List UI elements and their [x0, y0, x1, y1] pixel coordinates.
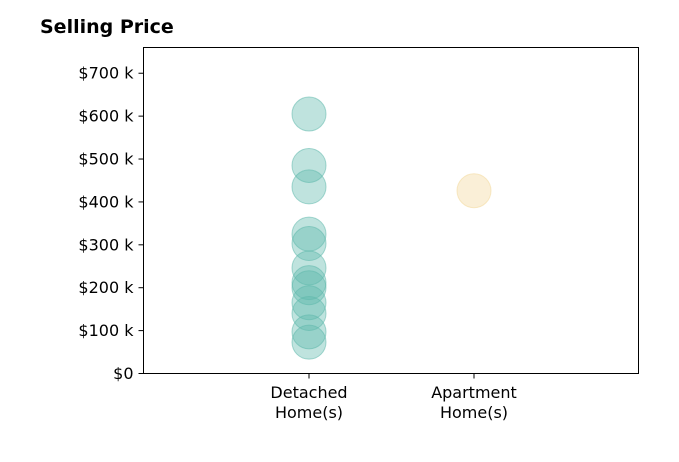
x-axis: Detached Home(s) Apartment Home(s): [270, 373, 517, 422]
y-tick-label: $700 k: [78, 64, 134, 83]
data-point: [291, 147, 327, 183]
plot-frame: [143, 47, 639, 374]
y-tick-label: $300 k: [78, 235, 134, 254]
x-tick-label: Apartment Home(s): [431, 383, 517, 422]
chart-title: Selling Price: [40, 16, 174, 38]
data-point: [291, 295, 327, 331]
y-tick-label: $200 k: [78, 278, 134, 297]
y-tick-label: $0: [113, 364, 133, 383]
data-point: [291, 265, 327, 301]
data-points: [291, 96, 492, 360]
data-point: [291, 285, 327, 321]
y-tick-label: $400 k: [78, 192, 134, 211]
data-point: [456, 173, 492, 209]
x-tick-label: Detached Home(s): [270, 383, 347, 422]
y-axis: $0 $100 k $200 k $300 k $400 k $500 k $600 k $7…: [78, 64, 144, 383]
data-point: [291, 314, 327, 350]
y-tick-label: $500 k: [78, 150, 134, 169]
data-point: [291, 96, 327, 132]
data-point: [291, 270, 327, 306]
y-tick-label: $600 k: [78, 107, 134, 126]
data-point: [291, 250, 327, 286]
data-point: [291, 226, 327, 262]
y-tick-label: $100 k: [78, 321, 134, 340]
data-point: [291, 169, 327, 205]
data-point: [291, 324, 327, 360]
